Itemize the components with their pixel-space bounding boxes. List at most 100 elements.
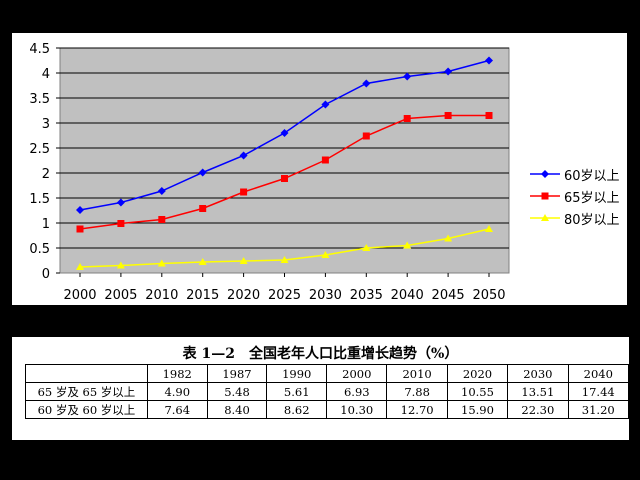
data-point xyxy=(198,168,207,177)
table-cell: 7.88 xyxy=(386,382,448,401)
data-point xyxy=(444,67,453,76)
y-tick-label: 4 xyxy=(42,67,50,82)
data-point xyxy=(485,225,493,232)
legend-swatch xyxy=(530,192,560,200)
legend-item: 60岁以上 xyxy=(530,163,630,185)
data-point xyxy=(157,187,166,195)
data-point xyxy=(444,234,453,242)
table-header-cell: 2010 xyxy=(386,364,448,383)
table-header-cell: 1987 xyxy=(206,364,268,383)
table-header-cell xyxy=(25,364,148,383)
x-tick-label: 2040 xyxy=(391,288,424,303)
table-cell: 13.51 xyxy=(507,382,569,401)
table-cell: 65 岁及 65 岁以上 xyxy=(25,382,148,401)
line-chart: 0 0.5 1 1.5 2 2.5 3 3.5 4 4.5 2000 2005 2010 2015 2020… xyxy=(29,42,510,303)
table-cell: 8.40 xyxy=(206,400,268,419)
data-point xyxy=(157,259,166,267)
table-cell: 4.90 xyxy=(146,382,208,401)
legend-label: 80岁以上 xyxy=(564,212,620,228)
data-point xyxy=(240,188,248,196)
legend-swatch xyxy=(530,214,560,221)
x-tick-label: 2045 xyxy=(432,288,465,303)
table-cell: 22.30 xyxy=(507,400,569,419)
data-point xyxy=(403,115,411,122)
table-row: 65 岁及 65 岁以上 4.90 5.48 5.61 6.93 7.88 10.55 13.… xyxy=(25,382,630,401)
x-tick-label: 2050 xyxy=(472,288,505,303)
x-tick-label: 2020 xyxy=(227,288,260,303)
table-header-cell: 2040 xyxy=(567,364,630,383)
table-cell: 7.64 xyxy=(146,400,208,419)
table-header-cell: 1982 xyxy=(146,364,208,383)
data-point xyxy=(76,206,84,214)
data-point xyxy=(403,241,412,249)
x-tick-label: 2010 xyxy=(145,288,178,303)
y-tick-label: 1.5 xyxy=(29,192,50,207)
data-point xyxy=(362,132,370,140)
table-row: 60 岁及 60 岁以上 7.64 8.40 8.62 10.30 12.70 15.90 2… xyxy=(25,400,630,419)
data-point xyxy=(116,261,125,269)
data-point xyxy=(444,112,452,119)
legend-label: 60岁以上 xyxy=(564,168,620,184)
data-point xyxy=(117,220,125,227)
x-tick-label: 2030 xyxy=(309,288,342,303)
data-point xyxy=(116,198,125,207)
data-point xyxy=(321,251,330,258)
table-cell: 60 岁及 60 岁以上 xyxy=(25,400,148,419)
data-point xyxy=(362,244,371,251)
data-point xyxy=(239,151,248,160)
data-point xyxy=(321,156,329,164)
table-panel: 表 1—2 全国老年人口比重增长趋势（%） 1982 1987 1990 2000 20… xyxy=(12,337,630,440)
y-tick-label: 0.5 xyxy=(29,242,50,257)
legend-item: 65岁以上 xyxy=(530,185,630,207)
table-header-cell: 1990 xyxy=(266,364,328,383)
table-title: 表 1—2 全国老年人口比重增长趋势（%） xyxy=(182,346,459,362)
data-point xyxy=(362,79,371,88)
y-tick-label: 4.5 xyxy=(29,42,50,57)
table-header-row: 1982 1987 1990 2000 2010 2020 2030 2040 xyxy=(25,364,630,383)
trend-table: 1982 1987 1990 2000 2010 2020 2030 2040 65 岁及 65… xyxy=(25,364,630,419)
table-cell: 8.62 xyxy=(266,400,328,419)
chart-panel: 0 0.5 1 1.5 2 2.5 3 3.5 4 4.5 2000 2005 2010 2015 2020… xyxy=(12,33,627,305)
table-header-cell: 2000 xyxy=(326,364,388,383)
y-tick-label: 3 xyxy=(42,117,50,132)
data-point xyxy=(485,56,493,65)
data-point xyxy=(76,263,84,270)
data-point xyxy=(239,257,248,264)
table-cell: 6.93 xyxy=(326,382,388,401)
data-point xyxy=(280,129,289,137)
y-tick-label: 1 xyxy=(42,217,50,232)
x-tick-label: 2005 xyxy=(104,288,137,303)
y-tick-label: 0 xyxy=(42,267,50,282)
legend-swatch xyxy=(530,170,560,178)
data-point xyxy=(199,205,207,212)
x-tick-label: 2035 xyxy=(350,288,383,303)
table-cell: 12.70 xyxy=(386,400,448,419)
y-tick-label: 2.5 xyxy=(29,142,50,157)
table-cell: 5.61 xyxy=(266,382,328,401)
data-point xyxy=(280,256,289,263)
data-point xyxy=(321,100,330,109)
table-cell: 5.48 xyxy=(206,382,268,401)
table-header-cell: 2020 xyxy=(446,364,509,383)
y-tick-label: 2 xyxy=(42,167,50,182)
table-cell: 10.30 xyxy=(326,400,388,419)
data-point xyxy=(281,175,288,182)
data-point xyxy=(76,225,84,233)
data-point xyxy=(198,258,207,265)
table-cell: 10.55 xyxy=(446,382,509,401)
legend: 60岁以上 65岁以上 80岁以上 xyxy=(530,163,630,229)
data-point xyxy=(403,72,412,81)
table-cell: 15.90 xyxy=(446,400,509,419)
data-point xyxy=(158,216,166,223)
legend-label: 65岁以上 xyxy=(564,190,620,206)
legend-item: 80岁以上 xyxy=(530,207,630,229)
plot-area xyxy=(59,47,510,274)
table-cell: 17.44 xyxy=(567,382,630,401)
x-tick-label: 2000 xyxy=(63,288,96,303)
x-tick-label: 2025 xyxy=(268,288,301,303)
y-tick-label: 3.5 xyxy=(29,92,50,107)
data-point xyxy=(485,112,493,119)
table-header-cell: 2030 xyxy=(507,364,569,383)
x-tick-label: 2015 xyxy=(186,288,219,303)
table-cell: 31.20 xyxy=(567,400,630,419)
